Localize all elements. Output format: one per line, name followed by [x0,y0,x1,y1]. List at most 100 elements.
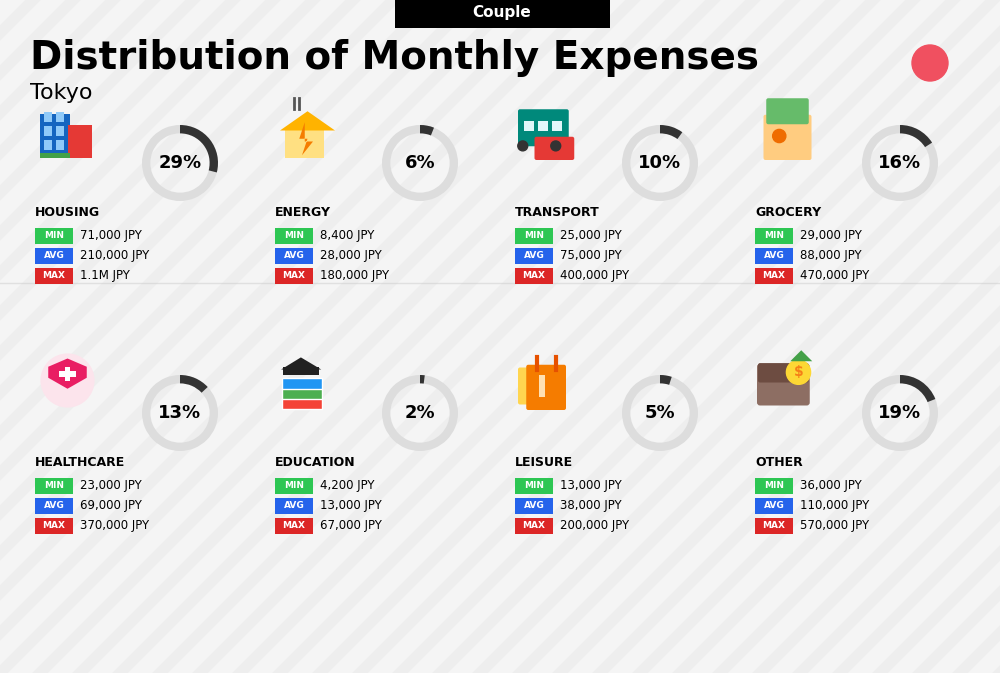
Text: MAX: MAX [42,271,66,281]
Text: MAX: MAX [522,522,546,530]
Text: MIN: MIN [284,232,304,240]
Polygon shape [48,359,87,389]
Wedge shape [660,375,672,385]
Text: 6%: 6% [405,154,435,172]
FancyBboxPatch shape [35,518,73,534]
Text: AVG: AVG [764,501,784,511]
FancyBboxPatch shape [515,268,553,284]
Text: 370,000 JPY: 370,000 JPY [80,520,149,532]
Circle shape [551,141,561,151]
FancyBboxPatch shape [282,378,322,389]
FancyBboxPatch shape [56,112,64,122]
Text: AVG: AVG [284,501,304,511]
FancyBboxPatch shape [275,268,313,284]
Polygon shape [281,357,321,369]
FancyBboxPatch shape [757,363,810,406]
Text: MAX: MAX [522,271,546,281]
FancyBboxPatch shape [552,120,562,131]
FancyBboxPatch shape [755,248,793,264]
Text: 71,000 JPY: 71,000 JPY [80,229,142,242]
Text: GROCERY: GROCERY [755,207,821,219]
Text: 210,000 JPY: 210,000 JPY [80,250,149,262]
FancyBboxPatch shape [515,248,553,264]
FancyBboxPatch shape [44,126,52,136]
FancyBboxPatch shape [764,115,812,160]
Text: 67,000 JPY: 67,000 JPY [320,520,382,532]
Wedge shape [180,375,208,393]
Wedge shape [180,125,218,172]
Text: MIN: MIN [764,481,784,491]
Text: 400,000 JPY: 400,000 JPY [560,269,629,283]
Text: MIN: MIN [284,481,304,491]
FancyBboxPatch shape [35,248,73,264]
FancyBboxPatch shape [755,498,793,514]
Text: $: $ [794,365,803,380]
FancyBboxPatch shape [44,140,52,150]
FancyBboxPatch shape [56,126,64,136]
Text: 10%: 10% [638,154,682,172]
Wedge shape [420,375,425,384]
Text: 570,000 JPY: 570,000 JPY [800,520,869,532]
FancyBboxPatch shape [515,228,553,244]
Text: AVG: AVG [284,252,304,260]
Text: AVG: AVG [524,252,544,260]
Text: AVG: AVG [44,252,64,260]
Wedge shape [622,125,698,201]
FancyBboxPatch shape [518,109,569,146]
FancyBboxPatch shape [35,268,73,284]
Text: 29,000 JPY: 29,000 JPY [800,229,862,242]
Circle shape [912,45,948,81]
Wedge shape [862,375,938,451]
Text: 36,000 JPY: 36,000 JPY [800,479,862,493]
Wedge shape [142,375,218,451]
Text: MIN: MIN [524,481,544,491]
FancyBboxPatch shape [539,375,545,397]
Text: Tokyo: Tokyo [30,83,92,103]
Text: 180,000 JPY: 180,000 JPY [320,269,389,283]
Wedge shape [862,125,938,201]
FancyBboxPatch shape [59,371,76,377]
Text: OTHER: OTHER [755,456,803,470]
Text: 16%: 16% [878,154,922,172]
FancyBboxPatch shape [518,367,547,404]
Text: Distribution of Monthly Expenses: Distribution of Monthly Expenses [30,39,759,77]
FancyBboxPatch shape [68,125,92,158]
FancyBboxPatch shape [534,137,574,160]
FancyBboxPatch shape [526,365,566,410]
Wedge shape [382,375,458,451]
FancyBboxPatch shape [275,498,313,514]
Circle shape [786,360,811,384]
FancyBboxPatch shape [538,120,548,131]
FancyBboxPatch shape [515,498,553,514]
Text: 2%: 2% [405,404,435,422]
FancyBboxPatch shape [35,478,73,494]
Text: 88,000 JPY: 88,000 JPY [800,250,862,262]
FancyBboxPatch shape [524,120,534,131]
Text: 38,000 JPY: 38,000 JPY [560,499,622,513]
Wedge shape [660,125,682,139]
FancyBboxPatch shape [515,518,553,534]
Wedge shape [142,125,218,201]
FancyBboxPatch shape [56,140,64,150]
FancyBboxPatch shape [755,228,793,244]
FancyBboxPatch shape [44,112,52,122]
FancyBboxPatch shape [766,98,809,125]
FancyBboxPatch shape [283,367,318,375]
Wedge shape [382,125,458,201]
FancyBboxPatch shape [35,228,73,244]
Text: AVG: AVG [44,501,64,511]
FancyBboxPatch shape [275,228,313,244]
Text: 470,000 JPY: 470,000 JPY [800,269,869,283]
Text: EDUCATION: EDUCATION [275,456,356,470]
FancyBboxPatch shape [40,114,70,158]
FancyBboxPatch shape [755,268,793,284]
FancyBboxPatch shape [282,388,322,399]
Text: MIN: MIN [44,232,64,240]
Circle shape [518,141,528,151]
Text: 13%: 13% [158,404,202,422]
FancyBboxPatch shape [755,518,793,534]
Text: HEALTHCARE: HEALTHCARE [35,456,125,470]
FancyBboxPatch shape [395,0,610,28]
Text: MAX: MAX [763,522,786,530]
Text: 5%: 5% [645,404,675,422]
